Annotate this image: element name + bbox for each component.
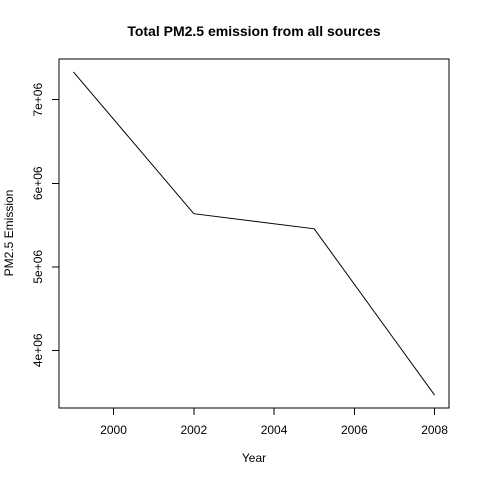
x-tick-label-2000: 2000 bbox=[100, 423, 127, 437]
x-tick-label-2006: 2006 bbox=[341, 423, 368, 437]
plot-box bbox=[58, 58, 450, 409]
x-tick-label-2004: 2004 bbox=[261, 423, 288, 437]
y-axis-label: PM2.5 Emission bbox=[2, 190, 16, 277]
x-tick-label-2002: 2002 bbox=[180, 423, 207, 437]
y-tick-label-5e+06: 5e+06 bbox=[31, 250, 45, 284]
x-axis-label: Year bbox=[242, 451, 266, 465]
y-tick-label-4e+06: 4e+06 bbox=[31, 333, 45, 367]
plot-area bbox=[73, 71, 436, 396]
x-tick-label-2008: 2008 bbox=[421, 423, 448, 437]
y-tick-label-6e+06: 6e+06 bbox=[31, 166, 45, 200]
y-tick-label-7e+06: 7e+06 bbox=[31, 83, 45, 117]
axes: 2000 2002 2004 2006 2008 4e+06 5e+06 6e+06 7e+06 bbox=[31, 58, 450, 437]
chart-title: Total PM2.5 emission from all sources bbox=[127, 23, 381, 39]
series-line-0 bbox=[73, 71, 436, 396]
